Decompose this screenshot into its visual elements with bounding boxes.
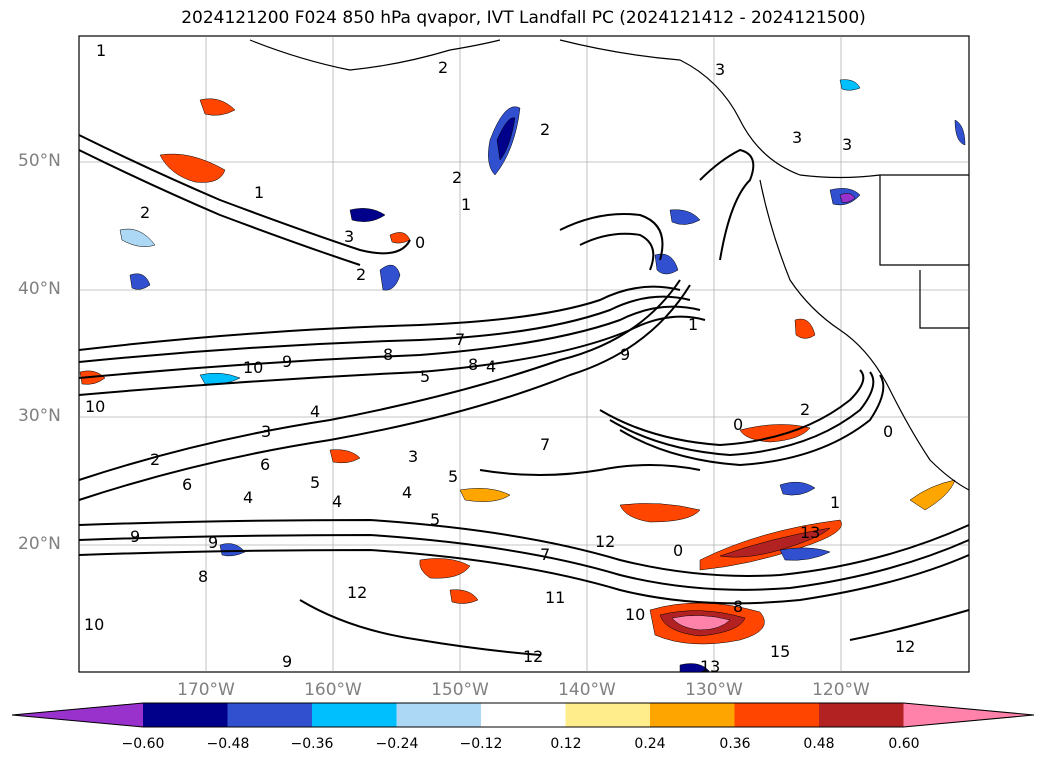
contour-label: 12 (347, 583, 367, 602)
contour-label: 4 (486, 357, 496, 376)
contour-label: 1 (461, 195, 471, 214)
lon-label-140w: 140°W (558, 680, 616, 700)
contour-label: 0 (673, 541, 683, 560)
colorbar-segment (481, 703, 566, 727)
contour-label: 3 (344, 227, 354, 246)
contour-label: 0 (415, 233, 425, 252)
contour-label: 9 (282, 652, 292, 671)
map-plot: 1 2 2 3 2 1 2 3 2 1 3 3 0 1 2 8 7 10 9 9… (78, 35, 970, 676)
colorbar-tick: 0.24 (634, 736, 666, 752)
colorbar-segment (227, 703, 313, 727)
contour-label: 5 (420, 367, 430, 386)
contour-label: 2 (540, 120, 550, 139)
contour-label: 13 (800, 523, 820, 542)
contour-label: 3 (715, 60, 725, 79)
contour-label: 2 (140, 203, 150, 222)
contour-label: 7 (540, 435, 550, 454)
contour-label: 3 (408, 447, 418, 466)
contour-label: 10 (84, 615, 104, 634)
plot-area (78, 35, 970, 673)
lon-label-130w: 130°W (685, 680, 743, 700)
contour-label: 1 (254, 183, 264, 202)
ivt-contours (78, 134, 970, 656)
contour-label: 5 (430, 510, 440, 529)
colorbar-extend-low (12, 703, 143, 727)
colorbar-tick: 0.12 (550, 736, 582, 752)
colorbar-tick: −0.24 (375, 736, 419, 752)
colorbar-segment (143, 703, 228, 727)
contour-label: 12 (595, 532, 615, 551)
contour-labels: 1 2 2 3 2 1 2 3 2 1 3 3 0 1 2 8 7 10 9 9… (84, 41, 915, 676)
coastline (249, 39, 970, 491)
contour-label: 2 (356, 265, 366, 284)
colorbar-segment (312, 703, 397, 727)
colorbar-segments (11, 702, 1035, 728)
contour-label: 1 (830, 493, 840, 512)
colorbar-segment (565, 703, 651, 727)
lat-label-30n: 30°N (18, 406, 61, 426)
contour-label: 6 (260, 455, 270, 474)
contour-label: 9 (208, 533, 218, 552)
colorbar-tick: 0.60 (888, 736, 920, 752)
lon-label-160w: 160°W (304, 680, 362, 700)
lon-label-120w: 120°W (812, 680, 870, 700)
colorbar (11, 702, 1035, 728)
contour-label: 3 (842, 135, 852, 154)
colorbar-tick: −0.36 (290, 736, 334, 752)
lat-label-50n: 50°N (18, 151, 61, 171)
contour-label: 2 (452, 168, 462, 187)
contour-label: 4 (243, 488, 253, 507)
contour-label: 4 (402, 483, 412, 502)
colorbar-segment (819, 703, 904, 727)
colorbar-tick: −0.12 (459, 736, 503, 752)
contour-label: 6 (182, 475, 192, 494)
contour-label: 7 (540, 545, 550, 564)
chart-title: 2024121200 F024 850 hPa qvapor, IVT Land… (181, 8, 866, 28)
contour-label: 12 (895, 637, 915, 656)
lat-label-20n: 20°N (18, 534, 61, 554)
colorbar-tick: −0.48 (206, 736, 250, 752)
contour-label: 12 (523, 647, 543, 666)
contour-label: 1 (688, 315, 698, 334)
contour-label: 13 (700, 657, 720, 676)
colorbar-tick: 0.48 (803, 736, 835, 752)
contour-label: 7 (455, 330, 465, 349)
contour-label: 2 (800, 400, 810, 419)
contour-label: 10 (243, 358, 263, 377)
lon-label-150w: 150°W (431, 680, 489, 700)
colorbar-tick: −0.60 (121, 736, 165, 752)
colorbar-tick: 0.36 (719, 736, 751, 752)
contour-label: 9 (130, 527, 140, 546)
colorbar-segment (734, 703, 820, 727)
contour-label: 10 (625, 605, 645, 624)
contour-label: 2 (438, 58, 448, 77)
lon-label-170w: 170°W (177, 680, 235, 700)
contour-label: 10 (85, 397, 105, 416)
contour-label: 3 (792, 128, 802, 147)
contour-label: 2 (150, 450, 160, 469)
colorbar-segment (650, 703, 735, 727)
contour-label: 5 (310, 473, 320, 492)
contour-label: 8 (383, 345, 393, 364)
contour-label: 0 (883, 422, 893, 441)
contour-label: 4 (310, 402, 320, 421)
contour-label: 11 (545, 588, 565, 607)
contour-label: 4 (332, 492, 342, 511)
lat-label-40n: 40°N (18, 279, 61, 299)
contour-label: 8 (733, 597, 743, 616)
colorbar-extend-high (903, 703, 1034, 727)
contour-label: 8 (198, 567, 208, 586)
contour-label: 9 (282, 352, 292, 371)
colorbar-outline (11, 702, 1035, 728)
contour-label: 9 (620, 345, 630, 364)
contour-label: 0 (733, 415, 743, 434)
colorbar-segment (396, 703, 482, 727)
contour-label: 1 (96, 41, 106, 60)
contour-label: 8 (468, 355, 478, 374)
contour-label: 5 (448, 467, 458, 486)
contour-label: 3 (261, 422, 271, 441)
contour-label: 15 (770, 642, 790, 661)
